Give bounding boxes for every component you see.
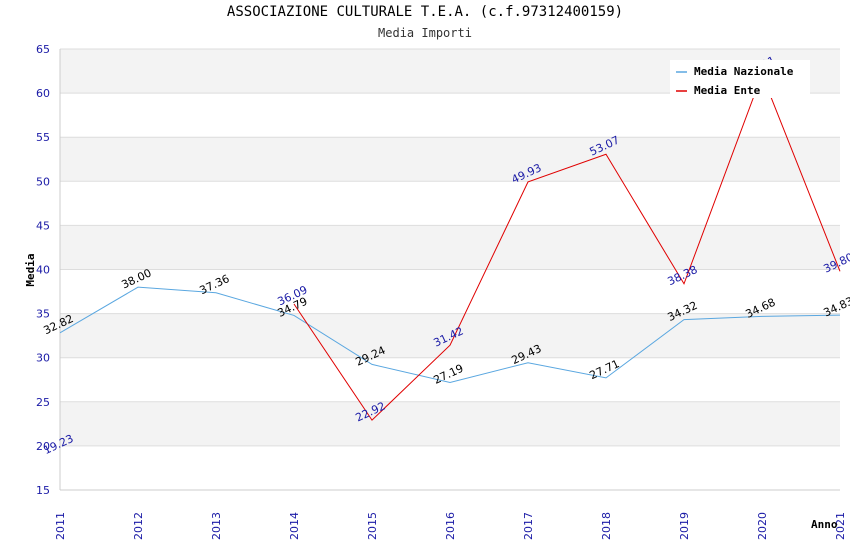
x-tick-label: 2013 (210, 512, 223, 540)
series-line-media-ente (293, 73, 841, 421)
legend-box (670, 60, 810, 98)
series-lines (59, 73, 841, 421)
y-tick-label: 60 (36, 87, 50, 100)
chart-subtitle: Media Importi (378, 26, 472, 40)
y-tick-label: 30 (36, 352, 50, 365)
grid-band (60, 137, 840, 182)
y-tick-label: 65 (36, 43, 50, 56)
y-tick-label: 25 (36, 396, 50, 409)
y-tick-label: 20 (36, 440, 50, 453)
x-tick-label: 2016 (444, 512, 457, 540)
y-tick-label: 15 (36, 484, 50, 497)
y-tick-label: 40 (36, 264, 50, 277)
grid-band (60, 93, 840, 138)
y-tick-label: 55 (36, 131, 50, 144)
series-line-media-nazionale (59, 286, 841, 383)
y-axis-ticks: 15 20 25 30 35 40 45 50 55 60 65 (36, 43, 50, 497)
grid-lines (59, 48, 840, 491)
x-tick-label: 2019 (678, 512, 691, 540)
grid-band (60, 225, 840, 270)
legend-label-media-ente: Media Ente (694, 84, 761, 97)
y-tick-label: 45 (36, 219, 50, 232)
grid-band (60, 401, 840, 446)
chart-title: ASSOCIAZIONE CULTURALE T.E.A. (c.f.97312… (226, 4, 624, 20)
grid-band (60, 313, 840, 358)
x-tick-label: 2012 (132, 512, 145, 540)
x-tick-label: 2014 (288, 512, 301, 540)
y-tick-label: 50 (36, 175, 50, 188)
y-tick-label: 35 (36, 308, 50, 321)
grid-band (60, 445, 840, 490)
grid-band (60, 181, 840, 226)
x-tick-label: 2015 (366, 512, 379, 540)
x-axis-ticks: 2011 2012 2013 2014 2015 2016 2017 2018 2019 2020… (54, 512, 847, 540)
x-tick-label: 2011 (54, 512, 67, 540)
x-axis-label: Anno (811, 518, 838, 531)
x-tick-label: 2021 (834, 512, 847, 540)
grid-band (60, 269, 840, 314)
legend: Media Nazionale Media Ente (670, 60, 810, 98)
legend-label-media-nazionale: Media Nazionale (694, 65, 794, 78)
y-axis-label: Media (24, 253, 37, 286)
x-tick-label: 2017 (522, 512, 535, 540)
x-tick-label: 2018 (600, 512, 613, 540)
x-tick-label: 2020 (756, 512, 769, 540)
grid-band (60, 357, 840, 402)
grid-bands (60, 49, 840, 490)
